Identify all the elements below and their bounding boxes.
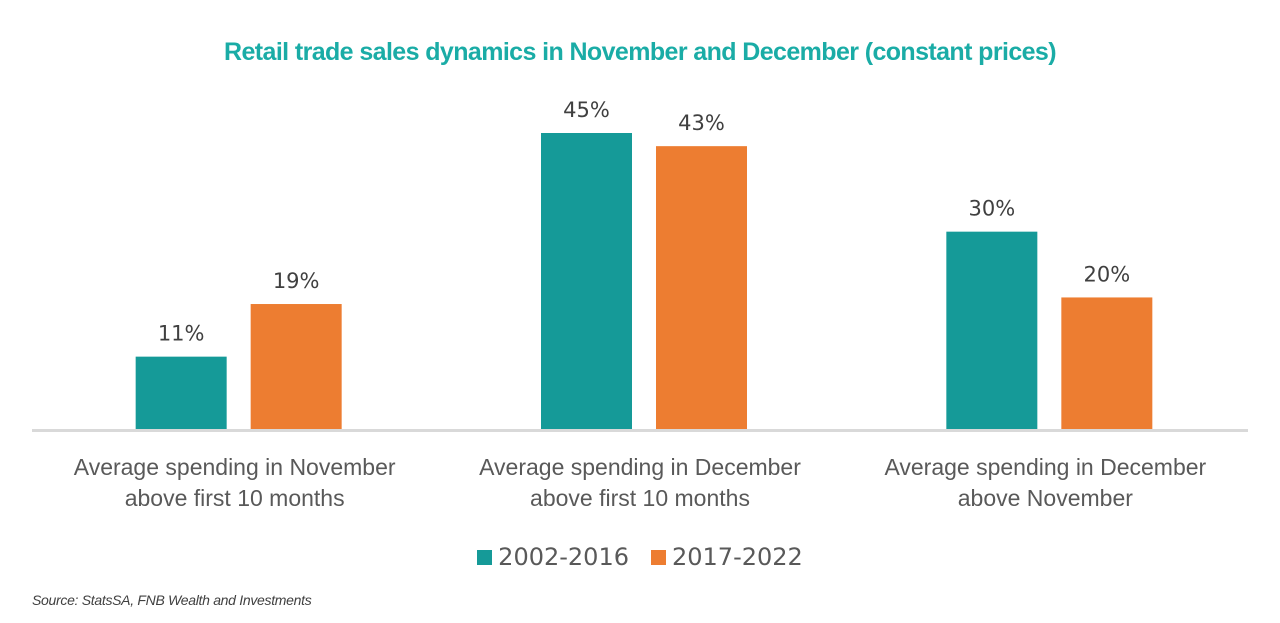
bar-2017-2022-2 — [656, 146, 747, 429]
data-label-2002-2016-1: 11% — [158, 322, 205, 346]
data-label-2002-2016-2: 45% — [563, 98, 610, 122]
category-label-1-line-1: Average spending in November — [74, 454, 396, 480]
bar-2017-2022-3 — [1061, 297, 1153, 429]
bar-2002-2016-2 — [541, 133, 632, 429]
legend-swatch-2002-2016 — [477, 549, 493, 565]
legend-item-2017-2022: 2017-2022 — [651, 543, 803, 571]
bar-2017-2022-1 — [250, 304, 342, 429]
legend-swatch-2017-2022 — [651, 549, 666, 565]
data-label-2017-2022-3: 20% — [1083, 262, 1130, 286]
chart-title: Retail trade sales dynamics in November … — [224, 38, 1057, 66]
legend-label-2002-2016: 2002-2016 — [498, 543, 629, 571]
legend-item-2002-2016: 2002-2016 — [477, 543, 629, 571]
data-label-2017-2022-1: 19% — [273, 269, 320, 293]
category-label-2-line-2: above first 10 months — [530, 485, 750, 511]
data-label-2017-2022-2: 43% — [678, 111, 725, 135]
category-label-2-line-1: Average spending in December — [479, 454, 801, 480]
data-label-2002-2016-3: 30% — [968, 197, 1015, 221]
category-label-3-line-1: Average spending in December — [884, 454, 1206, 480]
source-note: Source: StatsSA, FNB Wealth and Investme… — [32, 592, 312, 608]
bar-2002-2016-3 — [946, 231, 1038, 429]
legend-label-2017-2022: 2017-2022 — [672, 543, 803, 571]
category-label-3-line-2: above November — [958, 485, 1133, 511]
bar-2002-2016-1 — [135, 356, 227, 429]
category-label-1-line-2: above first 10 months — [125, 485, 345, 511]
chart-legend: 2002-2016 2017-2022 — [0, 543, 1280, 571]
